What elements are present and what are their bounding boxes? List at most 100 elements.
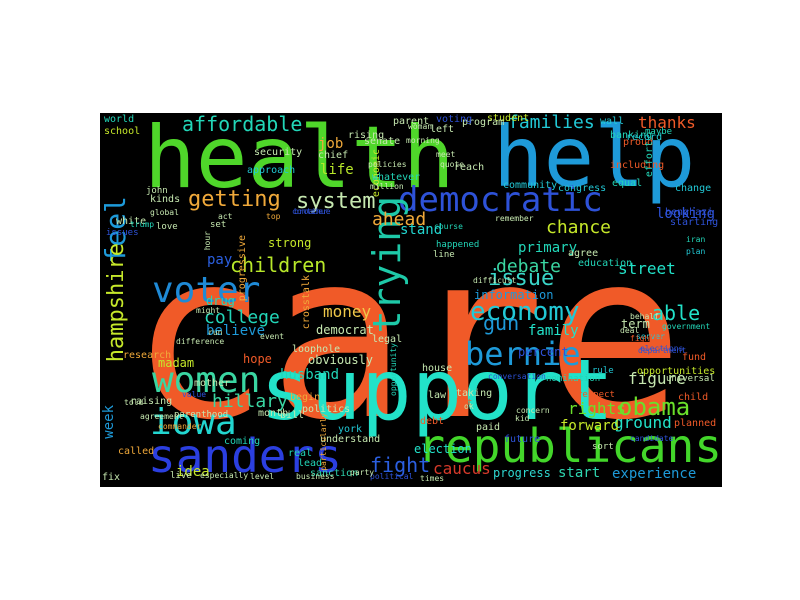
word-universal: universal — [666, 374, 715, 384]
word-policies: policies — [368, 160, 407, 169]
word-affordable: affordable — [182, 113, 303, 136]
word-fix: fix — [102, 472, 121, 483]
word-wall: wall — [600, 116, 625, 127]
word-husband: husband — [280, 367, 340, 383]
word-fight: fight — [370, 453, 431, 477]
word-program: program — [462, 117, 505, 128]
word-cloud: care health help support republicans sanders d… — [100, 113, 722, 487]
word-political: political — [370, 472, 414, 481]
word-morning: morning — [406, 136, 440, 145]
word-bernie: bernie — [465, 335, 581, 373]
word-crosstalk: crosstalk — [301, 275, 312, 330]
word-figure: figure — [628, 369, 686, 388]
word-agree: agree — [568, 248, 599, 259]
word-rights: rights — [568, 399, 626, 418]
word-senate: senate — [364, 136, 401, 147]
word-job: job — [318, 136, 344, 152]
word-left: left — [430, 124, 455, 135]
word-loophole: loophole — [292, 344, 341, 355]
word-raising: raising — [130, 396, 173, 407]
word-continue: continue — [292, 207, 331, 216]
word-rising: rising — [348, 130, 385, 141]
word-run: run — [208, 328, 223, 337]
word-primary: primary — [518, 240, 578, 256]
word-stand: stand — [400, 222, 443, 238]
word-able: able — [652, 301, 701, 325]
word-whatever: whatever — [372, 172, 421, 183]
word-month: month — [258, 408, 289, 419]
word-iowa: iowa — [150, 402, 237, 443]
word-effort: effort — [644, 141, 655, 178]
word-paid: paid — [476, 422, 501, 433]
word-women: women — [152, 360, 261, 401]
word-lead: lead — [298, 458, 323, 469]
word-starting: starting — [670, 217, 719, 228]
word-debate: debate — [496, 256, 562, 277]
word-education: education — [578, 258, 633, 269]
word-set: set — [210, 220, 227, 230]
word-deal: deal — [620, 326, 640, 335]
word-election: election — [414, 442, 472, 456]
word-opportunities: opportunities — [637, 366, 716, 377]
word-research: research — [123, 350, 172, 361]
word-politics: politics — [302, 404, 351, 415]
word-caucus: caucus — [433, 459, 491, 478]
word-difference: difference — [176, 337, 225, 346]
word-government: government — [662, 322, 711, 331]
word-thanks: thanks — [638, 113, 696, 132]
word-quote: quote — [440, 160, 465, 169]
word-democratic: democratic — [398, 180, 603, 220]
word-life: life — [320, 162, 354, 178]
word-drug: drug — [206, 294, 235, 308]
word-reach: reach — [454, 162, 485, 173]
word-support: support — [260, 341, 615, 439]
word-world: world — [104, 114, 135, 125]
word-obviously: obviously — [308, 353, 374, 367]
word-health: health — [144, 113, 455, 208]
word-families: families — [508, 113, 595, 133]
word-looking: looking — [656, 206, 716, 222]
word-kinds: kinds — [150, 194, 181, 205]
word-experience: experience — [612, 466, 697, 482]
word-parenthood: parenthood — [174, 410, 229, 420]
word-kid: kid — [515, 414, 530, 423]
word-progress: progress — [493, 466, 551, 480]
word-children: children — [230, 253, 327, 277]
word-street: street — [618, 259, 676, 278]
word-conversation: conversation — [488, 372, 546, 381]
word-voting: voting — [436, 114, 473, 125]
word-act: act — [218, 212, 233, 221]
word-party: party — [350, 468, 375, 477]
word-mother: mother — [194, 378, 231, 389]
word-commander: commander — [158, 422, 202, 431]
word-plan: plan — [686, 247, 706, 256]
word-legal: legal — [372, 334, 403, 345]
word-family: family — [528, 323, 579, 339]
word-ahead: ahead — [372, 209, 427, 230]
word-elections: elections — [640, 344, 684, 353]
word-agreement: agreement — [140, 412, 184, 421]
word-coming: coming — [224, 436, 261, 447]
word-fighting: fighting — [630, 334, 669, 343]
word-idea: idea — [176, 464, 210, 480]
word-remember: remember — [495, 214, 534, 223]
word-chief: chief — [318, 150, 349, 161]
word-money: money — [323, 302, 372, 321]
word-hope: hope — [243, 352, 272, 366]
word-strong: strong — [268, 236, 312, 250]
word-including: including — [610, 160, 665, 171]
word-opportunity: opportunity — [389, 343, 398, 396]
word-love: love — [156, 222, 178, 232]
word-called: called — [118, 446, 155, 457]
word-server: server — [636, 332, 665, 341]
word-taking: taking — [456, 388, 493, 399]
word-department: department — [638, 346, 687, 355]
word-ground: ground — [614, 413, 672, 432]
word-community: community — [503, 180, 558, 191]
word-week: week — [101, 405, 117, 439]
word-begin: begin — [290, 392, 321, 403]
word-banking: banking — [610, 130, 653, 141]
word-hour: hour — [203, 231, 212, 251]
word-debt: debt — [420, 416, 445, 427]
word-sort: sort — [592, 442, 614, 452]
